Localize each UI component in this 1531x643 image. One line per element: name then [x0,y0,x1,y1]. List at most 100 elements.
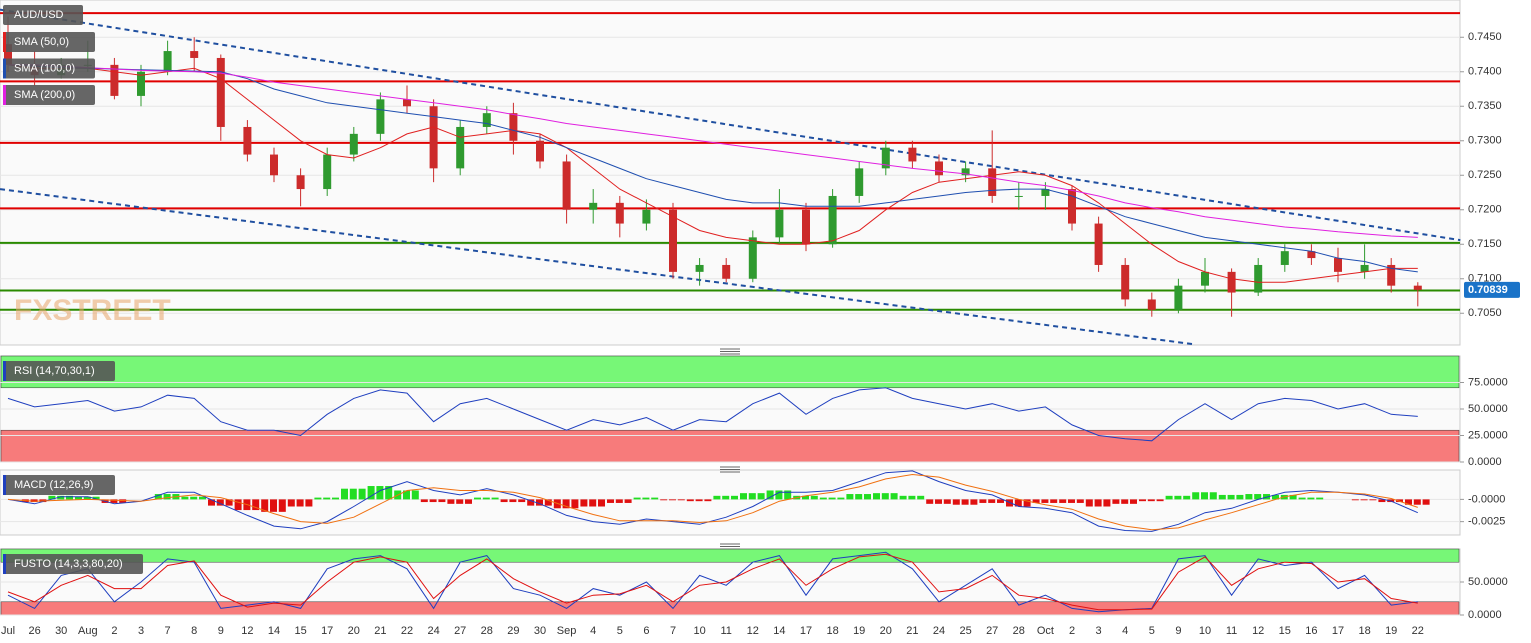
candle-body [296,175,305,190]
candle-body [163,51,172,72]
legend-swatch [3,58,6,79]
histogram-bar [988,499,996,503]
indicator-line [7,387,1418,442]
candle-body [988,168,997,196]
histogram-bar [349,488,357,500]
sma-line [7,64,1418,283]
histogram-bar [1174,495,1182,500]
histogram-bar [1041,499,1049,503]
x-tick-label: Sep [557,625,577,637]
x-tick-label: 15 [1279,625,1291,637]
histogram-bar [1254,494,1262,500]
legend-box [3,475,115,495]
y-tick-label: 50.0000 [1468,403,1508,415]
histogram-bar [500,499,508,503]
histogram-bar [607,499,614,503]
x-tick-label: 15 [294,625,306,637]
histogram-bar [1369,499,1377,501]
histogram-bar [447,499,455,504]
y-tick-label: 0.7150 [1468,238,1502,250]
histogram-bar [908,495,916,500]
histogram-bar [890,493,898,500]
histogram-bar [1307,497,1315,500]
sma-line [7,64,1418,273]
candle-body [1280,251,1289,265]
y-tick-label: 0.7450 [1468,31,1502,43]
candle-body [1334,258,1342,272]
histogram-bar [1405,499,1412,505]
legend-label: SMA (50,0) [14,36,69,48]
x-tick-label: 5 [1149,625,1155,637]
histogram-bar [1218,494,1226,500]
x-tick-label: 10 [1199,625,1211,637]
x-tick-label: 2 [1069,625,1075,637]
x-tick-label: 30 [534,625,546,637]
trend-line [0,8,1461,242]
candle-body [1174,285,1183,310]
x-tick-label: 12 [241,625,253,637]
y-tick-label: 0.7100 [1468,273,1502,285]
histogram-bar [323,497,331,500]
y-tick-label: 0.7050 [1468,307,1502,319]
x-tick-label: 18 [1358,625,1370,637]
legend-swatch [3,32,6,52]
x-tick-label: 22 [1412,625,1424,637]
histogram-bar [411,490,419,500]
x-tick-label: 21 [906,625,918,637]
x-tick-label: 30 [55,625,67,637]
histogram-bar [429,499,437,503]
histogram-bar [997,499,1004,503]
legend-label: FUSTO (14,3,3,80,20) [14,558,123,570]
histogram-bar [1396,499,1403,503]
histogram-bar [358,488,366,500]
histogram-bar [66,495,73,500]
histogram-bar [1023,499,1031,507]
histogram-bar [163,494,171,500]
candle-body [1254,264,1263,293]
histogram-bar [1014,499,1022,507]
histogram-bar [1378,499,1386,503]
x-tick-label: 9 [218,625,224,637]
histogram-bar [580,499,588,507]
histogram-bar [757,493,765,500]
histogram-bar [571,499,579,509]
candle-body [1068,189,1076,224]
x-tick-label: 7 [165,625,171,637]
histogram-bar [881,493,889,500]
y-tick-label: -0.0025 [1468,516,1505,528]
x-tick-label: 21 [374,625,386,637]
legend-label: SMA (200,0) [14,89,75,101]
histogram-bar [1236,494,1244,500]
histogram-bar [1076,499,1084,503]
indicator-line [7,553,1418,611]
x-tick-label: 18 [826,625,838,637]
histogram-bar [819,497,827,500]
histogram-bar [270,499,277,512]
histogram-bar [952,499,960,505]
candle-body [536,140,544,162]
candle-body [695,264,704,272]
histogram-bar [234,499,242,511]
x-tick-label: 22 [401,625,413,637]
candle-body [482,113,491,127]
histogram-bar [784,490,792,500]
last-price-label: 0.70839 [1468,284,1508,296]
histogram-bar [775,490,783,500]
histogram-bar [633,497,641,500]
histogram-bar [154,494,162,500]
candle-body [323,154,332,190]
histogram-bar [740,493,747,500]
x-tick-label: 8 [191,625,197,637]
candle-body [935,161,943,176]
histogram-bar [491,497,499,500]
x-tick-label: 24 [427,625,439,637]
histogram-bar [686,499,694,502]
histogram-bar [651,497,659,500]
histogram-bar [926,499,934,504]
legend-box [3,85,95,105]
candle-body [243,126,252,155]
y-tick-label: 0.7200 [1468,204,1502,216]
candle-body [110,64,119,96]
y-tick-label: 0.7400 [1468,66,1502,78]
